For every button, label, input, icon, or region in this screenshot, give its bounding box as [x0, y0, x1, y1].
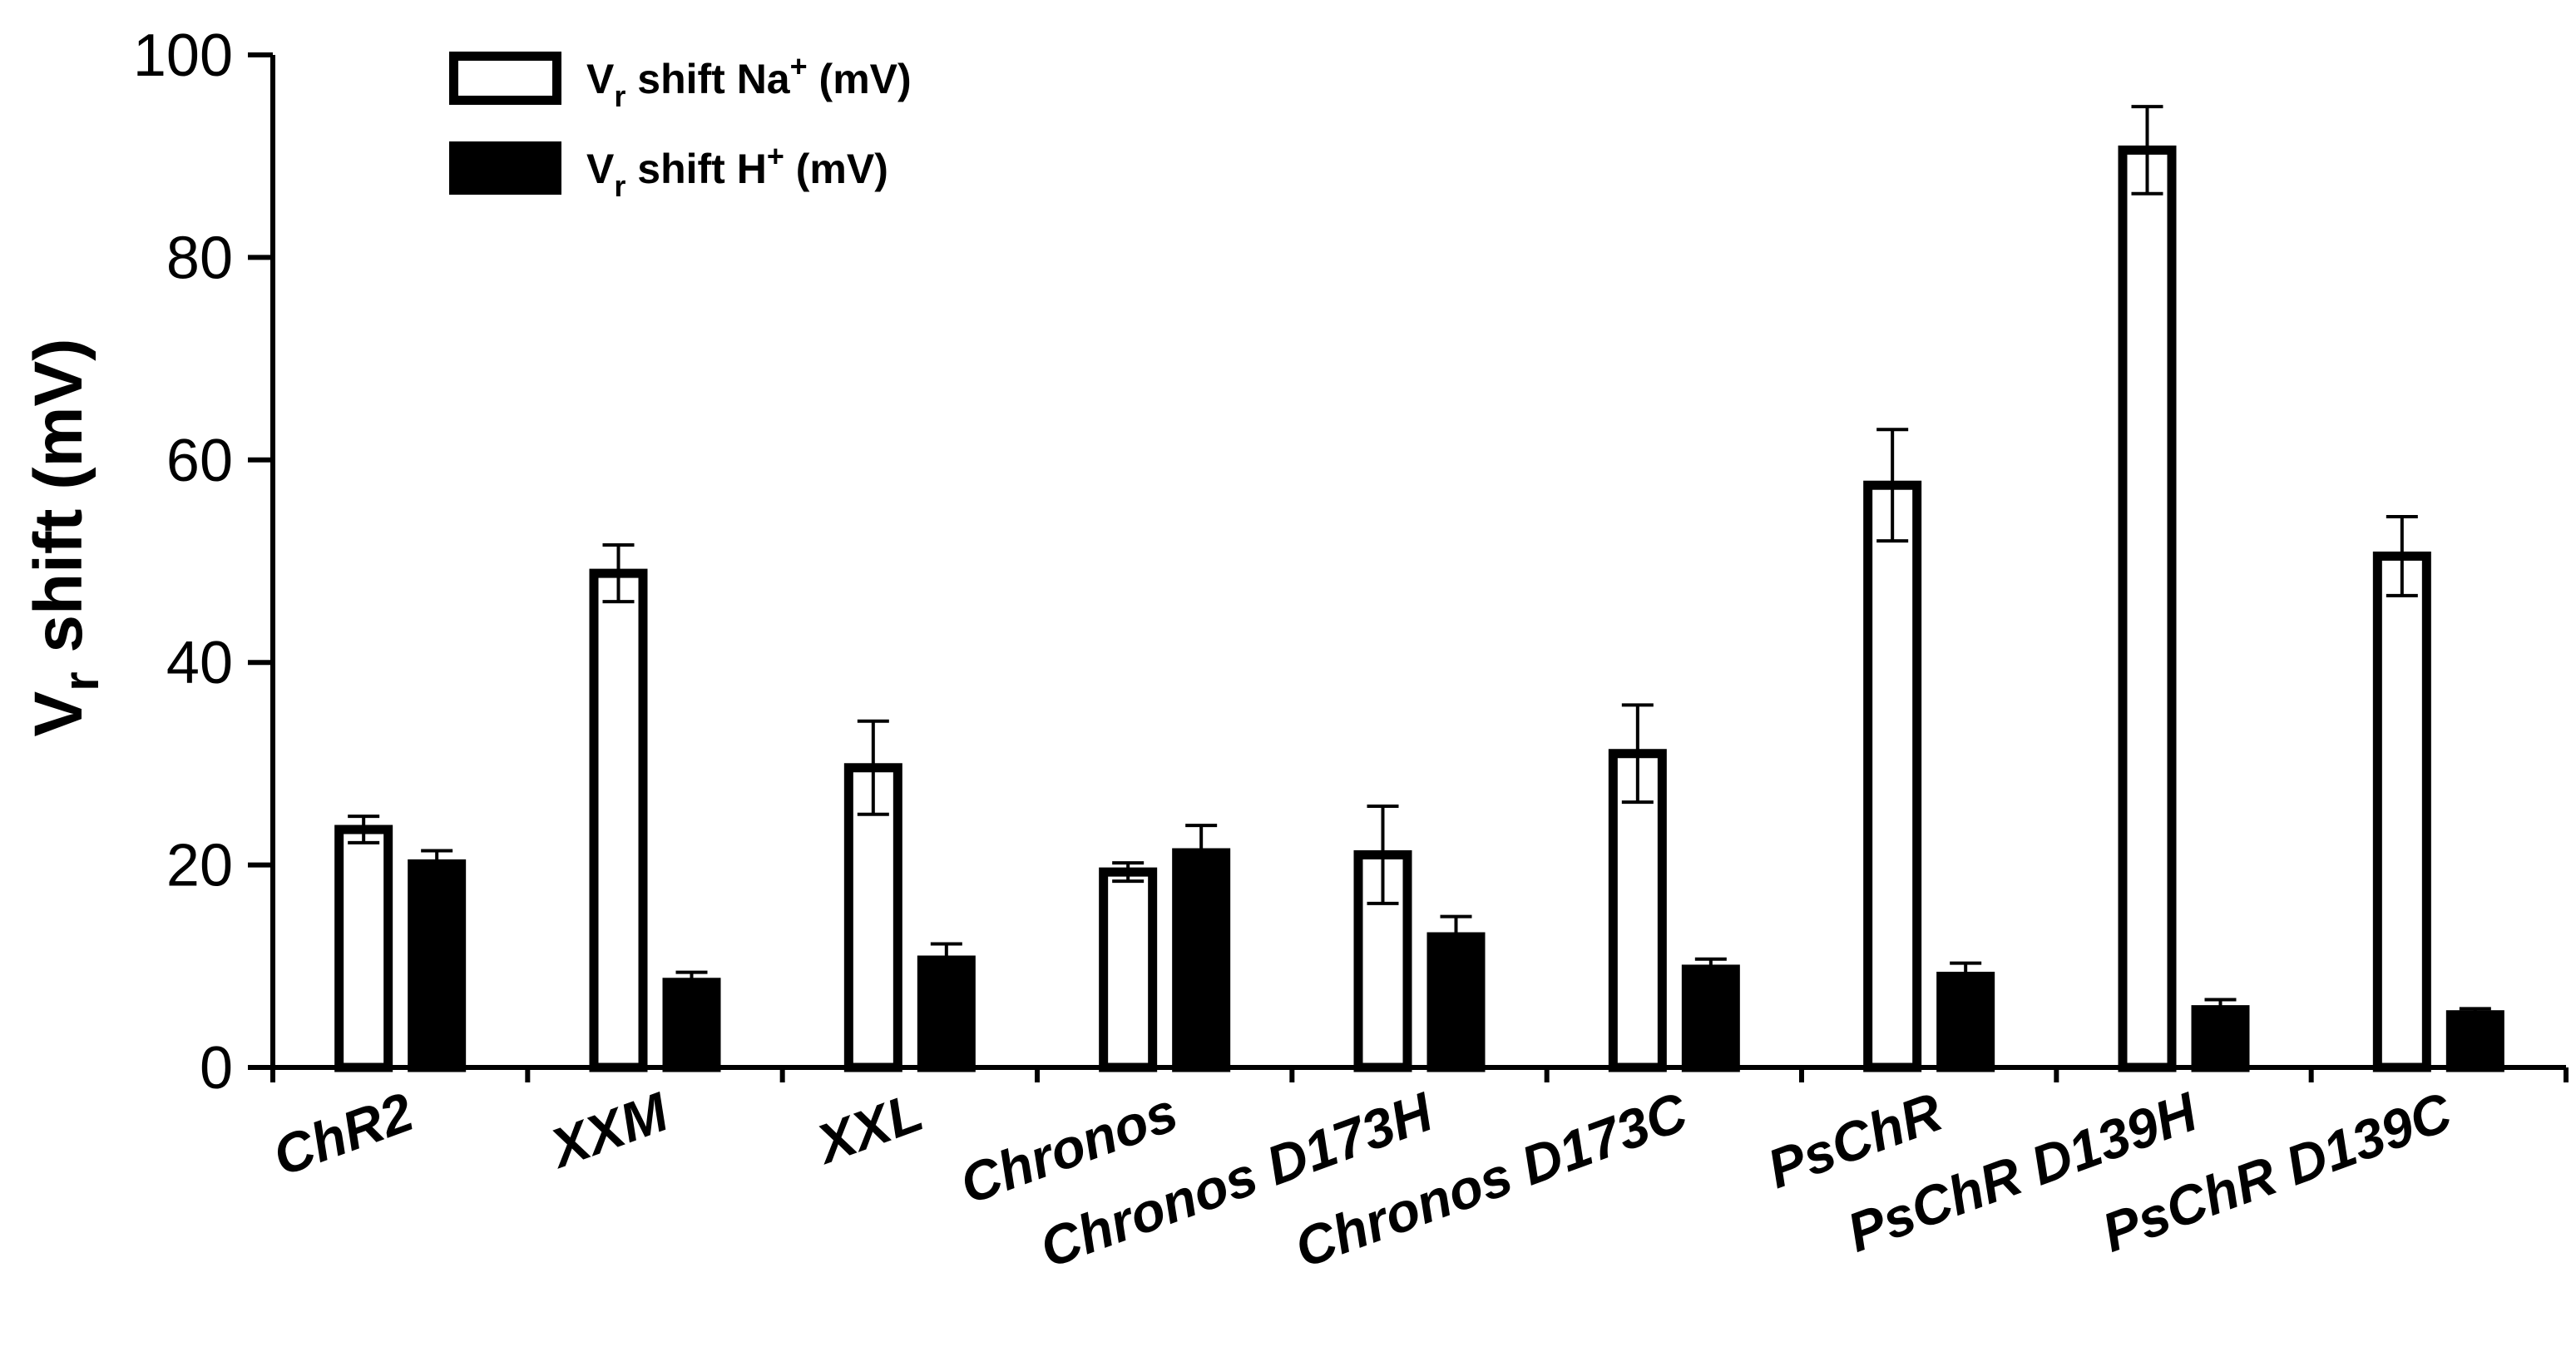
legend-swatch-2	[449, 141, 561, 195]
bar-series2-4	[1172, 848, 1231, 1072]
bar-series1-7	[1863, 480, 1922, 1072]
bar-series1-9	[2372, 551, 2431, 1072]
bars	[334, 105, 2504, 1072]
bar-series1-6	[1608, 749, 1667, 1072]
bar-series2-1	[408, 859, 467, 1072]
bar-series2-7	[1936, 971, 1995, 1072]
bar-series2-6	[1681, 964, 1740, 1072]
bar-series1-2	[589, 568, 648, 1072]
bar-series1-8	[2118, 145, 2177, 1072]
legend-swatch-1	[449, 52, 561, 105]
y-axis-title: Vr shift (mV)	[21, 339, 109, 737]
legend-label-2: Vr shift H+ (mV)	[586, 139, 888, 203]
x-tick-label-2: XXM	[540, 1080, 677, 1181]
y-tick-label-100: 100	[133, 22, 233, 89]
y-tick-label-80: 80	[166, 225, 233, 291]
y-tick-label-0: 0	[200, 1035, 233, 1102]
bar-series1-4	[1099, 867, 1158, 1072]
y-tick-label-20: 20	[166, 833, 233, 899]
bar-series2-2	[662, 978, 721, 1072]
legend-label-1: Vr shift Na+ (mV)	[586, 49, 912, 113]
y-axis: 0 20 40 60 80 100	[133, 22, 275, 1102]
bar-series2-9	[2445, 1010, 2504, 1072]
bar-series1-1	[334, 825, 393, 1072]
y-tick-label-40: 40	[166, 630, 233, 696]
x-tick-label-1: ChR2	[265, 1081, 422, 1188]
y-tick-label-60: 60	[166, 428, 233, 494]
x-tick-label-3: XXL	[806, 1081, 931, 1176]
legend: Vr shift Na+ (mV) Vr shift H+ (mV)	[449, 49, 912, 203]
